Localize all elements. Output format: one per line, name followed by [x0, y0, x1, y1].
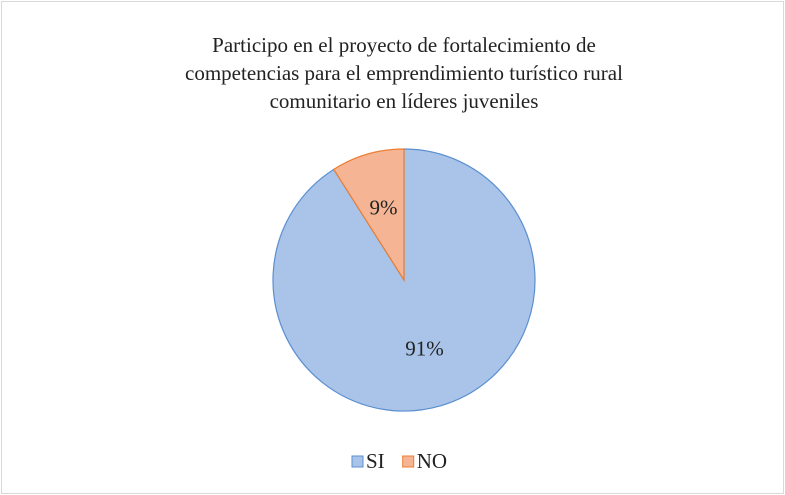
- legend-swatch: [351, 455, 364, 468]
- chart-title: Participo en el proyecto de fortalecimie…: [212, 33, 596, 57]
- data-label: 91%: [405, 336, 444, 360]
- legend-swatch: [402, 455, 415, 468]
- chart-title: competencias para el emprendimiento turí…: [185, 61, 623, 85]
- data-label: 9%: [370, 195, 398, 219]
- legend-label: NO: [417, 449, 447, 473]
- chart-title: comunitario en líderes juveniles: [270, 89, 539, 113]
- legend-label: SI: [366, 449, 385, 473]
- pie-slice: [332, 148, 405, 283]
- pie-slice: [272, 148, 536, 412]
